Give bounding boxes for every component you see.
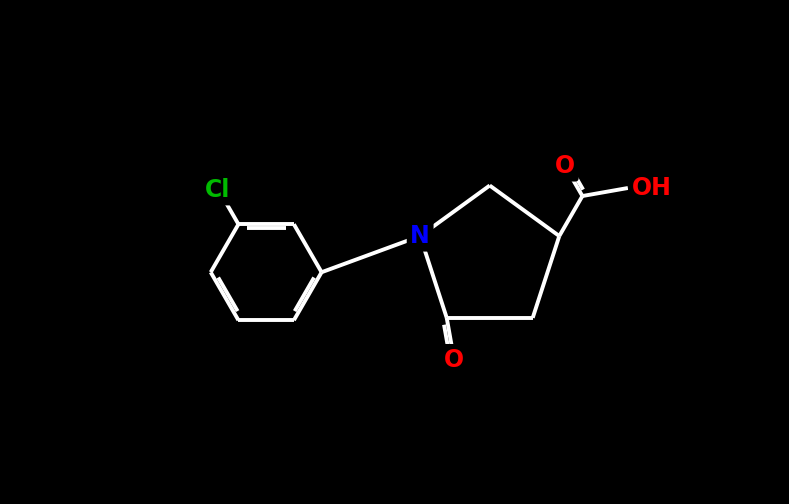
Text: O: O — [444, 348, 464, 371]
Text: N: N — [410, 224, 430, 248]
Text: OH: OH — [632, 176, 671, 200]
Text: O: O — [555, 154, 575, 178]
Text: Cl: Cl — [204, 178, 230, 202]
